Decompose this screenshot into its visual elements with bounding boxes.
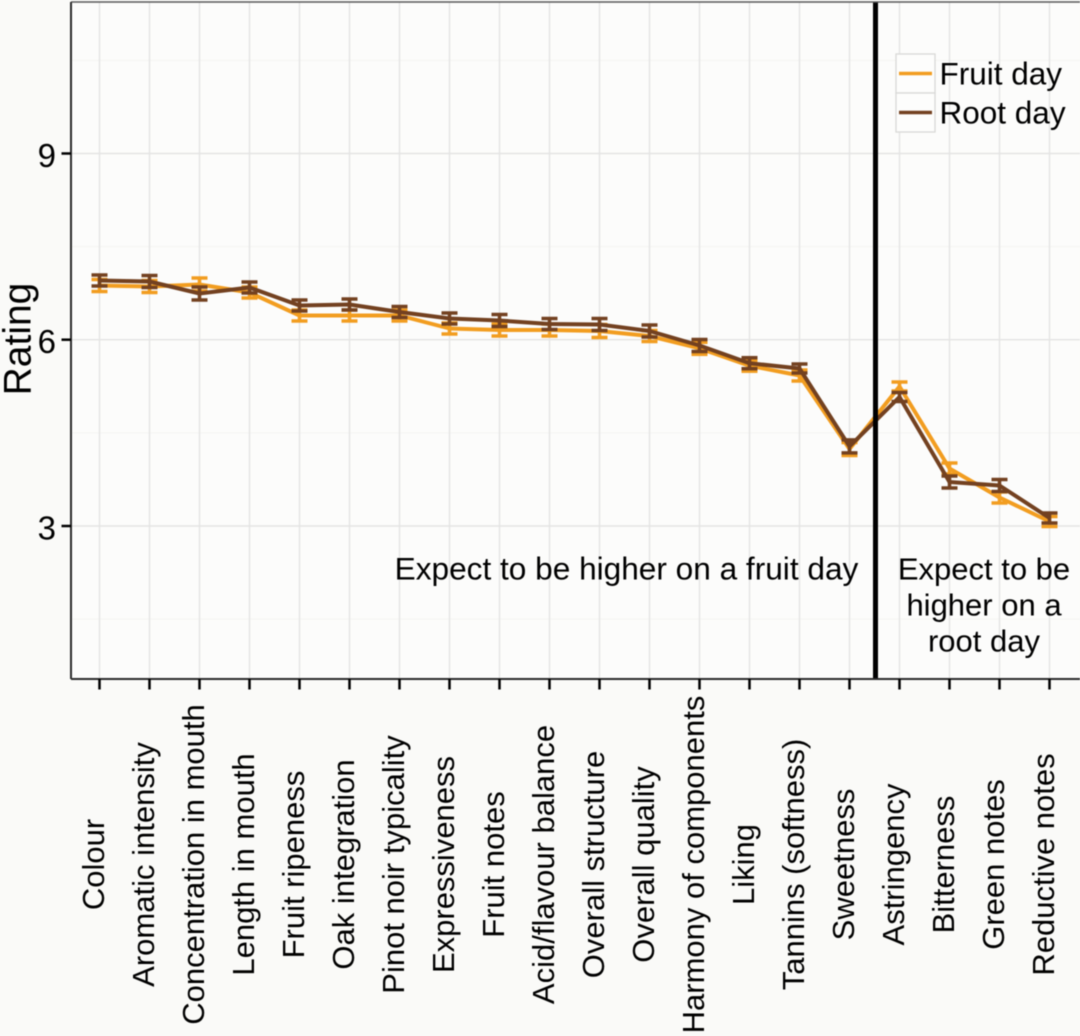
svg-text:Fruit day: Fruit day [940, 56, 1063, 92]
svg-text:Overall structure: Overall structure [576, 751, 611, 978]
svg-text:9: 9 [38, 137, 56, 174]
svg-text:Fruit notes: Fruit notes [476, 791, 511, 937]
svg-text:root day: root day [928, 624, 1041, 659]
svg-text:Expect to be: Expect to be [898, 551, 1070, 586]
svg-text:6: 6 [38, 323, 56, 360]
svg-text:Pinot noir typicality: Pinot noir typicality [376, 735, 411, 994]
svg-text:Bitterness: Bitterness [926, 796, 961, 934]
svg-text:Tannins (softness): Tannins (softness) [776, 739, 811, 991]
svg-text:Reductive notes: Reductive notes [1026, 753, 1061, 975]
svg-text:Overall quality: Overall quality [626, 766, 661, 963]
svg-text:Concentration in mouth: Concentration in mouth [176, 704, 211, 1025]
svg-text:Liking: Liking [726, 824, 761, 905]
svg-text:Acid/flavour balance: Acid/flavour balance [526, 725, 561, 1004]
svg-text:Green notes: Green notes [976, 779, 1011, 950]
svg-text:Astringency: Astringency [876, 783, 911, 945]
svg-text:higher on a: higher on a [906, 587, 1062, 622]
svg-text:Expect to be higher on a fruit: Expect to be higher on a fruit day [395, 550, 859, 586]
svg-text:Sweetness: Sweetness [826, 789, 861, 941]
svg-text:Harmony of components: Harmony of components [676, 696, 711, 1034]
svg-text:Root day: Root day [940, 95, 1066, 131]
svg-text:3: 3 [38, 510, 56, 547]
svg-text:Aromatic intensity: Aromatic intensity [126, 742, 161, 987]
svg-text:Rating: Rating [0, 283, 40, 396]
svg-text:Expressiveness: Expressiveness [426, 756, 461, 973]
svg-text:Fruit ripeness: Fruit ripeness [276, 771, 311, 959]
svg-text:Colour: Colour [76, 819, 111, 910]
svg-text:Length in mouth: Length in mouth [226, 753, 261, 975]
svg-text:Oak integration: Oak integration [326, 759, 361, 969]
